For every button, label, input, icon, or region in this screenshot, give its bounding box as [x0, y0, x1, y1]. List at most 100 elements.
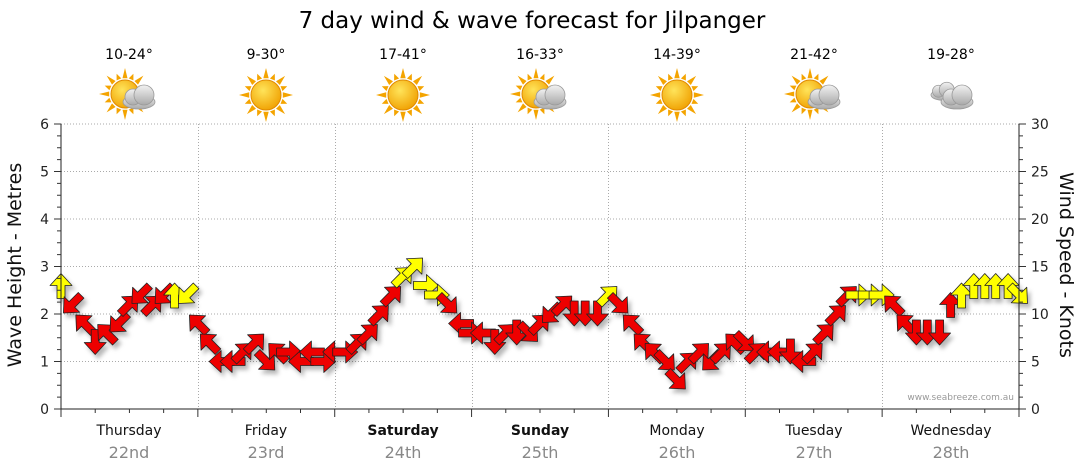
- sun-rays: [376, 68, 430, 122]
- sun-ray: [517, 103, 527, 113]
- wind-arrow-shape: [732, 330, 755, 352]
- cloud-puff: [133, 84, 155, 106]
- day-name-label: Friday: [245, 423, 287, 439]
- wind-arrow: [131, 282, 153, 304]
- day-name-label: Tuesday: [785, 423, 843, 439]
- sun-ray: [539, 107, 545, 115]
- day-date-label: 24th: [385, 443, 422, 462]
- wind-arrow-shape: [996, 273, 1020, 299]
- day-date-label: 28th: [933, 443, 970, 462]
- sun-ray: [246, 75, 256, 85]
- chart-axes: 0 1 2 3 4 5 6 0 5 10 15 20 25 30: [40, 117, 1049, 418]
- wind-arrow: [178, 282, 200, 304]
- sun-ray: [539, 73, 545, 81]
- wind-arrow: [653, 349, 675, 371]
- sun-ray: [269, 109, 275, 117]
- sun-disc: [661, 79, 693, 111]
- wind-arrow: [483, 329, 507, 355]
- sun-ray: [381, 86, 389, 92]
- day-date-label: 27th: [796, 443, 833, 462]
- wind-arrow: [732, 330, 755, 352]
- sun-ray: [246, 105, 256, 115]
- wind-arrow-shape: [356, 324, 378, 346]
- wind-arrow-shape: [131, 282, 153, 304]
- sun-ray: [383, 105, 393, 115]
- sun-ray: [104, 85, 112, 91]
- wind-arrow-shape: [109, 311, 131, 333]
- wind-arrow: [790, 350, 817, 373]
- sun-ray: [784, 91, 795, 97]
- sun-ray: [276, 75, 286, 85]
- cloud-shape: [122, 84, 156, 110]
- temperature-label: 14-39°: [653, 47, 701, 63]
- sun-ray: [668, 73, 674, 81]
- sun-ray: [122, 109, 128, 120]
- sun-ray: [657, 75, 667, 85]
- sun-ray: [791, 103, 801, 113]
- sun-ray: [533, 68, 539, 79]
- sun-ray: [801, 73, 807, 81]
- sun-ray: [269, 73, 275, 81]
- wind-arrow-shape: [709, 343, 731, 365]
- wind-arrow: [884, 295, 906, 317]
- temperature-label: 10-24°: [105, 47, 153, 63]
- sun-ray: [406, 109, 412, 117]
- sun-ray: [413, 75, 423, 85]
- wind-arrow-shape: [83, 329, 107, 355]
- sun-ray: [691, 86, 699, 92]
- sun-disc: [250, 79, 282, 111]
- wind-arrow: [812, 324, 834, 346]
- day-date-label: 25th: [522, 443, 559, 462]
- wind-arrow-shape: [219, 350, 246, 373]
- wind-arrow: [401, 257, 423, 279]
- daily-header: 10-24° Thursday 22nd 9-30° Friday 23rd 17-41° S…: [95, 47, 991, 462]
- sun-ray: [122, 68, 128, 79]
- left-tick-label: 6: [40, 117, 49, 133]
- right-tick-label: 15: [1031, 260, 1049, 276]
- sun-ray: [515, 85, 523, 91]
- wind-arrow-shape: [367, 305, 389, 327]
- sun-ray: [674, 111, 680, 122]
- wind-arrow-shape: [884, 295, 906, 317]
- wind-arrow-shape: [790, 350, 817, 373]
- right-axis-title: Wind Speed - Knots: [1055, 172, 1077, 358]
- sun-rays: [650, 68, 704, 122]
- credit-text: www.seabreeze.com.au: [907, 393, 1014, 403]
- wind-arrow-shape: [928, 319, 951, 346]
- cloudy-icon: [930, 81, 974, 110]
- wind-arrow-shape: [801, 343, 823, 365]
- wind-arrow: [219, 350, 246, 373]
- sun-ray: [134, 75, 144, 85]
- wind-arrow: [83, 329, 107, 355]
- sun-ray: [657, 105, 667, 115]
- wind-arrow: [242, 333, 265, 355]
- cloud-puff: [544, 84, 566, 106]
- sun-ray: [691, 98, 699, 104]
- sun-ray: [263, 111, 269, 122]
- day-column: 19-28° Wednesday 28th: [910, 47, 991, 462]
- wind-arrow-shape: [483, 329, 507, 355]
- sun-ray: [417, 86, 425, 92]
- left-tick-label: 0: [40, 402, 49, 418]
- wind-arrow: [928, 319, 951, 346]
- partly-cloudy-icon: [784, 68, 841, 120]
- wind-arrow: [189, 314, 211, 336]
- day-column: 21-42° Tuesday 27th: [784, 47, 842, 462]
- wind-arrow-shape: [199, 333, 222, 355]
- wind-arrow-shape: [664, 368, 686, 390]
- wind-arrow-shape: [401, 257, 423, 279]
- day-name-label: Saturday: [367, 423, 438, 439]
- sun-ray: [244, 98, 252, 104]
- sun-ray: [381, 98, 389, 104]
- sun-ray: [280, 98, 288, 104]
- temperature-label: 9-30°: [247, 47, 286, 63]
- wind-arrow: [367, 305, 389, 327]
- sun-ray: [527, 73, 533, 81]
- sun-ray: [674, 68, 680, 79]
- sun-ray: [106, 75, 116, 85]
- sun-ray: [116, 107, 122, 115]
- sun-ray: [104, 97, 112, 103]
- sun-ray: [687, 75, 697, 85]
- left-tick-label: 2: [40, 307, 49, 323]
- day-column: 9-30° Friday 23rd: [239, 47, 293, 462]
